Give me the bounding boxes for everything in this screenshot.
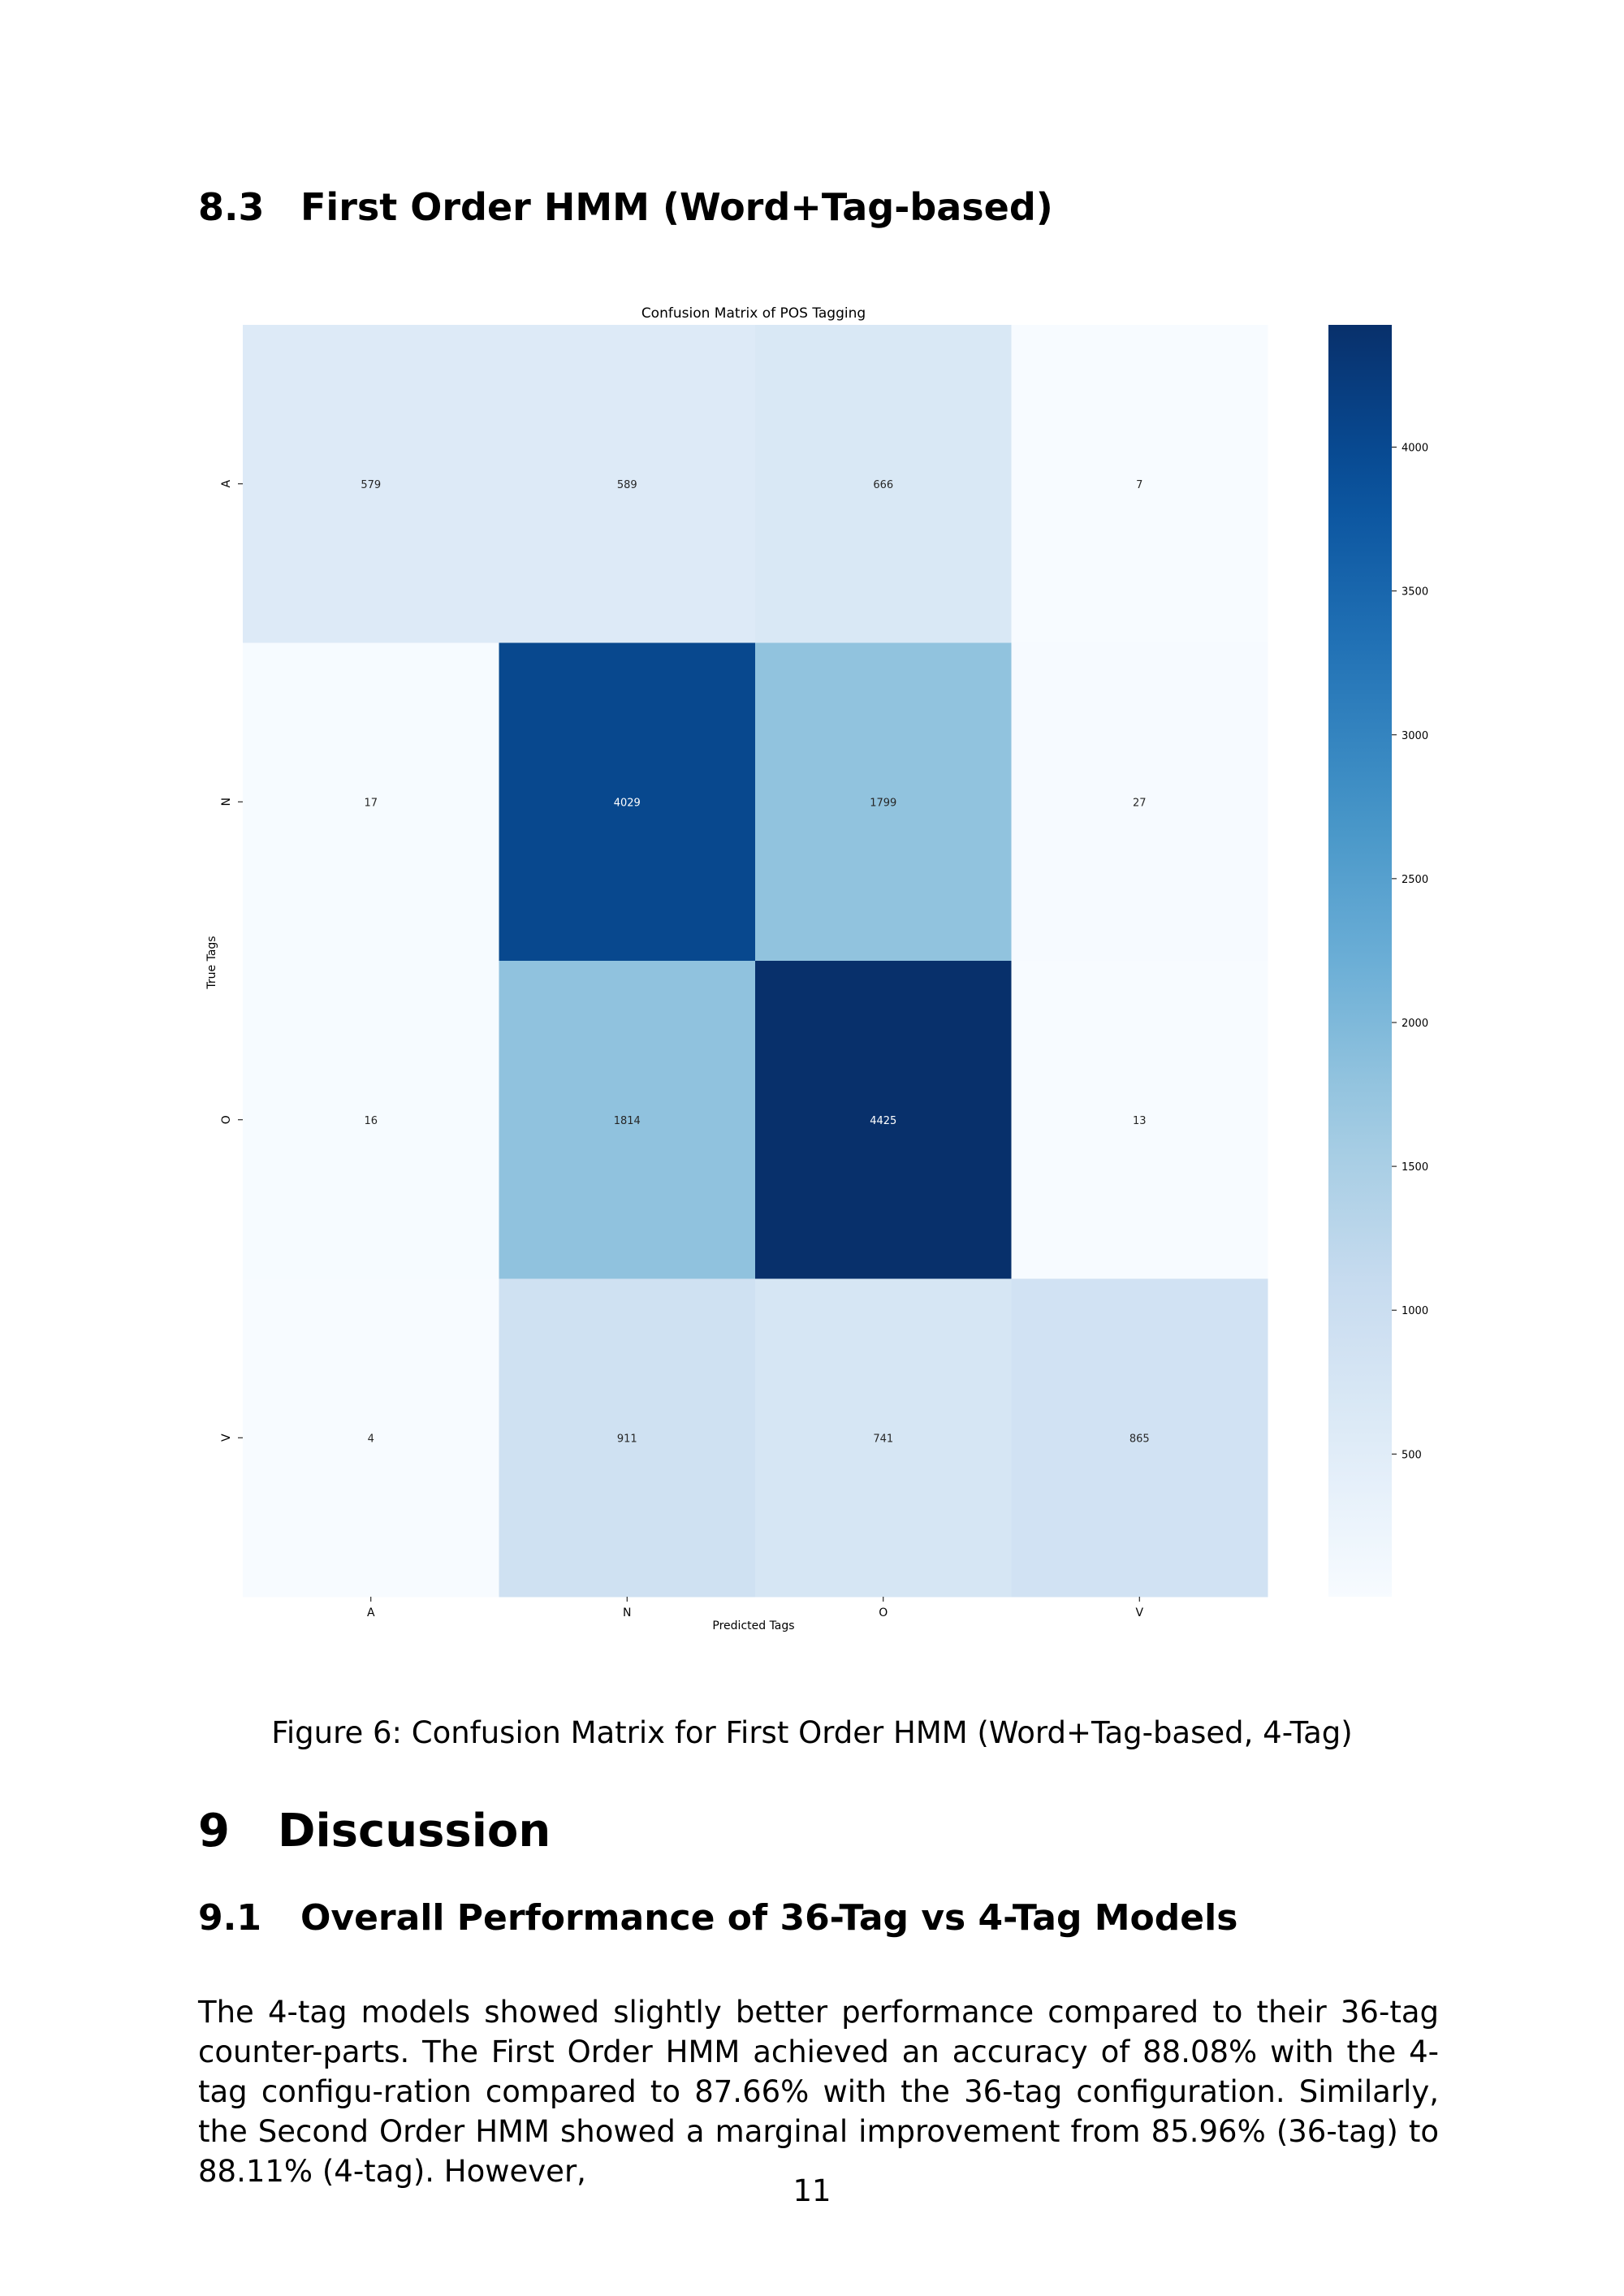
heatmap-cell <box>499 1278 756 1598</box>
heatmap-cell <box>243 642 499 962</box>
colorbar-tick-label: 3000 <box>1402 730 1428 742</box>
heatmap-cell <box>243 961 499 1279</box>
cell-value-label: 4029 <box>614 797 641 809</box>
body-paragraph: The 4-tag models showed slightly better … <box>198 1995 1439 2189</box>
colorbar-tick-label: 500 <box>1402 1449 1422 1461</box>
section-heading-8-3: 8.3 First Order HMM (Word+Tag-based) <box>198 185 1053 229</box>
y-axis-ticks: A N O V <box>220 480 243 1442</box>
heatmap-cell <box>1011 642 1268 962</box>
x-tick-label: A <box>367 1606 375 1619</box>
figure-caption: Figure 6: Confusion Matrix for First Ord… <box>271 1715 1353 1750</box>
heatmap-cell <box>243 325 499 643</box>
colorbar-tick-label: 1000 <box>1402 1305 1428 1317</box>
x-tick-label: N <box>623 1606 631 1619</box>
cell-value-label: 911 <box>617 1433 637 1445</box>
y-axis-label: True Tags <box>205 936 218 989</box>
cell-value-label: 17 <box>364 797 378 809</box>
heatmap-cell <box>1011 961 1268 1279</box>
confusion-matrix-chart: Confusion Matrix of POS Tagging 579 589 66… <box>205 305 1428 1632</box>
cell-value-label: 7 <box>1136 479 1142 491</box>
colorbar-tick-label: 4000 <box>1402 443 1428 455</box>
x-tick-label: V <box>1135 1606 1143 1619</box>
heatmap-cell <box>499 325 756 643</box>
heatmap-cell <box>755 642 1012 962</box>
heatmap-cell <box>755 961 1012 1279</box>
cell-value-label: 13 <box>1133 1115 1147 1127</box>
cell-value-label: 27 <box>1133 797 1147 809</box>
cell-value-label: 4425 <box>870 1115 896 1127</box>
cell-value-label: 741 <box>873 1433 893 1445</box>
heatmap-cell <box>1011 1278 1268 1598</box>
confusion-matrix-figure: Confusion Matrix of POS Tagging 579 589 66… <box>179 292 1462 1649</box>
section-number: 9.1 <box>198 1897 261 1939</box>
cell-value-label: 1799 <box>870 797 896 809</box>
heatmap-cell <box>499 642 756 962</box>
cell-value-label: 865 <box>1129 1433 1150 1445</box>
colorbar-tick-label: 3500 <box>1402 586 1428 599</box>
y-tick-label: V <box>220 1433 233 1442</box>
section-title: First Order HMM (Word+Tag-based) <box>300 185 1053 229</box>
section-heading-9-1: 9.1 Overall Performance of 36-Tag vs 4-Ta… <box>198 1897 1237 1939</box>
heatmap-cell <box>499 961 756 1279</box>
section-heading-9: 9 Discussion <box>198 1805 551 1857</box>
heatmap-cell <box>243 1278 499 1598</box>
section-title: Overall Performance of 36-Tag vs 4-Tag M… <box>300 1897 1238 1939</box>
colorbar-tick-label: 2500 <box>1402 874 1428 886</box>
colorbar: 500 1000 1500 2000 2500 3000 3500 4000 <box>1328 325 1428 1597</box>
y-tick-label: N <box>220 798 233 806</box>
x-tick-label: O <box>879 1606 888 1619</box>
page-number: 11 <box>793 2173 831 2208</box>
chart-title: Confusion Matrix of POS Tagging <box>641 305 866 322</box>
colorbar-tick-label: 1500 <box>1402 1161 1428 1174</box>
cell-value-label: 579 <box>361 479 381 491</box>
x-axis-label: Predicted Tags <box>712 1619 794 1632</box>
y-tick-label: O <box>220 1115 233 1124</box>
heatmap-cell <box>755 1278 1012 1598</box>
cell-value-label: 4 <box>368 1433 374 1445</box>
section-number: 9 <box>198 1805 230 1857</box>
colorbar-gradient <box>1328 325 1392 1597</box>
cell-value-label: 16 <box>364 1115 378 1127</box>
heatmap-cell <box>1011 325 1268 643</box>
section-title: Discussion <box>278 1805 551 1857</box>
cell-value-label: 589 <box>617 479 637 491</box>
colorbar-tick-label: 2000 <box>1402 1018 1428 1030</box>
heatmap-cell <box>755 325 1012 643</box>
cell-value-label: 1814 <box>614 1115 641 1127</box>
cell-value-label: 666 <box>873 479 893 491</box>
y-tick-label: A <box>220 480 233 488</box>
section-number: 8.3 <box>198 185 265 229</box>
heatmap-cells: 579 589 666 7 17 4029 1799 27 16 1814 4425 13 4 911 74… <box>243 325 1268 1598</box>
